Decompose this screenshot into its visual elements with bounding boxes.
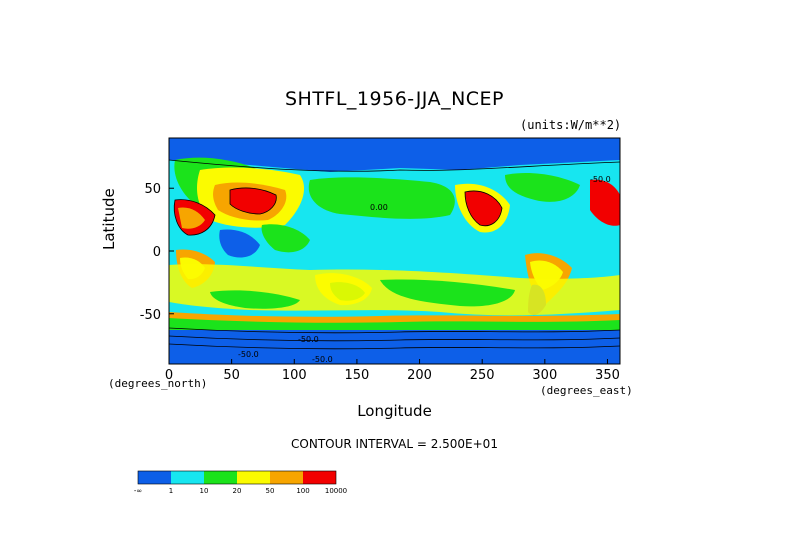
contour-label: -50.0	[590, 175, 611, 184]
chart-title: SHTFL_1956-JJA_NCEP	[284, 88, 505, 110]
x-tick-label: 150	[345, 368, 370, 383]
y-tick-label: -50	[140, 308, 161, 323]
colorbar-swatch	[270, 471, 303, 484]
x-axis-ticks: 0 50 100 150 200 250 300 350	[165, 359, 620, 383]
contour-label: -50.0	[298, 335, 319, 344]
contour-interval-text: CONTOUR INTERVAL = 2.500E+01	[291, 437, 498, 451]
y-tick-label: 50	[144, 182, 161, 197]
y-unit-note: (degrees_north)	[108, 377, 208, 390]
colorbar-swatch	[303, 471, 336, 484]
colorbar-label: 20	[233, 487, 242, 495]
x-tick-label: 300	[532, 368, 557, 383]
colorbar-label: -∞	[134, 487, 142, 495]
colorbar-label: 10000	[325, 487, 347, 495]
y-tick-label: 0	[153, 245, 161, 260]
colorbar-label: 10	[200, 487, 209, 495]
colorbar-swatch	[204, 471, 237, 484]
colorbar-label: 100	[296, 487, 309, 495]
contour-label: -50.0	[238, 350, 259, 359]
x-unit-note: (degrees_east)	[540, 384, 633, 397]
x-tick-label: 350	[595, 368, 620, 383]
contour-lines	[169, 159, 620, 350]
x-tick-label: 200	[407, 368, 432, 383]
units-label: (units:W/m**2)	[520, 118, 622, 132]
y-axis-label: Latitude	[100, 188, 118, 250]
contour-label: 0.00	[370, 203, 388, 212]
x-tick-label: 100	[282, 368, 307, 383]
colorbar-swatch	[237, 471, 270, 484]
colorbar-label: 1	[169, 487, 173, 495]
y-axis-ticks: -50 0 50	[140, 182, 174, 323]
x-axis-label: Longitude	[357, 402, 432, 420]
colorbar-swatch	[138, 471, 171, 484]
colorbar: -∞ 1 10 20 50 100 10000	[134, 470, 347, 495]
colorbar-label: 50	[266, 487, 275, 495]
x-tick-label: 50	[223, 368, 240, 383]
colorbar-swatch	[171, 471, 204, 484]
x-tick-label: 250	[470, 368, 495, 383]
contour-label: -50.0	[312, 355, 333, 364]
colorbar-frame	[137, 470, 337, 485]
x-tick-label: 0	[165, 368, 173, 383]
heatmap-field	[169, 138, 620, 364]
